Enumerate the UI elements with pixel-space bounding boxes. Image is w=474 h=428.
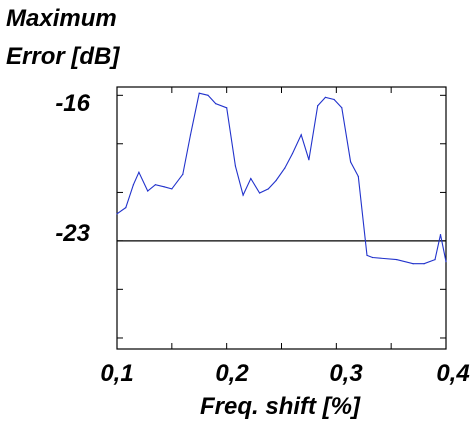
- x-tick-label: 0,4: [436, 360, 470, 387]
- data-point: [132, 184, 135, 186]
- data-point: [284, 167, 286, 169]
- data-point: [147, 190, 149, 192]
- data-point: [171, 188, 173, 190]
- data-point: [207, 94, 209, 96]
- data-point: [333, 98, 335, 101]
- y-tick-label: -23: [55, 220, 90, 247]
- data-point: [182, 173, 184, 175]
- data-point: [396, 258, 398, 261]
- data-point: [366, 254, 368, 257]
- data-point: [198, 92, 200, 94]
- data-point: [116, 213, 118, 215]
- x-tick-label: 0,3: [329, 360, 363, 387]
- data-point: [434, 258, 436, 261]
- data-point: [163, 186, 165, 188]
- data-point: [445, 261, 447, 263]
- series-line: [116, 92, 447, 265]
- data-point: [371, 256, 374, 259]
- y-axis-label-line-1: Maximum: [6, 5, 117, 32]
- plot-frame: [116, 86, 447, 350]
- data-point: [423, 263, 425, 265]
- data-point: [317, 105, 319, 107]
- data-point: [226, 107, 228, 109]
- data-point: [250, 177, 252, 180]
- x-axis-label: Freq. shift [%]: [200, 393, 360, 420]
- data-point: [349, 161, 352, 163]
- data-point: [138, 171, 140, 173]
- data-point: [242, 194, 244, 196]
- x-tick-label: 0,2: [215, 360, 249, 387]
- data-point: [412, 263, 414, 265]
- data-point: [275, 179, 277, 182]
- y-axis-label-line-2: Error [dB]: [6, 43, 120, 70]
- y-tick-label: -16: [55, 90, 90, 117]
- data-point: [291, 152, 294, 155]
- data-point: [215, 103, 217, 105]
- data-point: [258, 192, 261, 194]
- data-point: [234, 165, 237, 167]
- data-point: [341, 107, 343, 109]
- data-point: [357, 175, 359, 178]
- data-point: [439, 234, 442, 236]
- data-point: [154, 184, 156, 186]
- data-point: [324, 96, 326, 98]
- data-point: [300, 134, 302, 136]
- data-point: [189, 134, 192, 136]
- x-tick-label: 0,1: [100, 360, 134, 387]
- data-point: [125, 207, 127, 209]
- data-point: [267, 188, 269, 190]
- data-point: [308, 159, 310, 161]
